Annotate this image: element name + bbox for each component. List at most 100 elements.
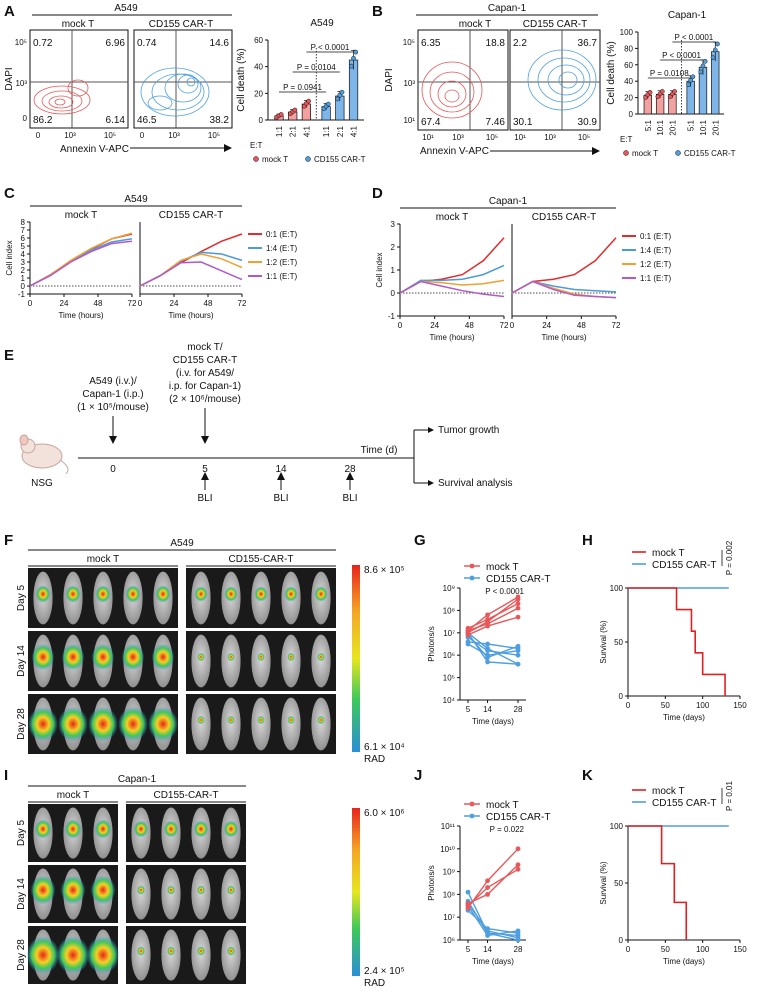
flow-a-ytick-3: 0 (23, 114, 28, 123)
img-day-label: Day 14 (16, 878, 27, 910)
flow-b-car-contours (527, 49, 597, 111)
surv-legend-mock-label: mock T (652, 548, 685, 559)
img-day-label: Day 28 (16, 939, 27, 971)
img-signal (58, 706, 88, 742)
img-signal (125, 585, 141, 603)
bli-point-mock (485, 878, 490, 884)
surv-ytick-label: 0 (619, 692, 624, 701)
flow-b-xlabel: Annexin V-APC (420, 146, 489, 157)
flow-b-ytick-3: 10¹ (403, 116, 415, 125)
bar-p-value: P < 0.0001 (674, 33, 713, 42)
img-signal (224, 586, 238, 602)
bli-xtick-label: 28 (514, 705, 523, 714)
scheme-mouse-label: NSG (31, 478, 53, 489)
line-xlabel: Time (hours) (429, 333, 474, 342)
legend-car-marker (305, 156, 311, 162)
scheme-branch-bottom-head (428, 480, 434, 486)
bar-ytick-label: 60 (254, 36, 263, 45)
bar-dot (306, 98, 311, 104)
bli-point-car (515, 928, 521, 934)
bli-point-mock (465, 628, 471, 633)
panel-label-a: A (4, 3, 15, 20)
bli-point-car (485, 648, 490, 654)
bli-xlabel: Time (days) (472, 957, 514, 966)
surv-xtick-label: 150 (733, 701, 747, 710)
img-day-label: Day 5 (16, 585, 27, 612)
surv-p-value: P = 0.002 (725, 540, 734, 575)
line-legend-label: 1:2 (E:T) (266, 258, 297, 267)
line-title: A549 (124, 194, 148, 205)
surv-ylabel: Survival (%) (599, 861, 608, 904)
img-group2: CD155-CAR-T (228, 554, 293, 565)
bar-dot (278, 112, 284, 117)
panel-label-i: I (4, 767, 8, 784)
img-signal (94, 819, 112, 839)
img-day-label: Day 5 (16, 820, 27, 847)
bli-legend-car-dot (469, 575, 475, 581)
bli-point-mock (515, 594, 521, 600)
bar-dot (702, 58, 708, 64)
surv-xtick-label: 100 (696, 945, 710, 954)
flow-panel-a: A549 mock T CD155 CAR-T 0.72 6.96 86.2 6… (4, 3, 233, 155)
bli-legend-car-label: CD155 CAR-T (486, 812, 550, 823)
img-day-label: Day 28 (16, 708, 27, 740)
flow-b-xarrow-head (592, 147, 600, 155)
line-ylabel: Cell index (375, 252, 384, 287)
flow-b-car-q3: 30.1 (513, 117, 533, 128)
scheme-branch-top-head (428, 427, 434, 433)
surv-legend-mock-label: mock T (652, 786, 685, 797)
flow-b-xtick-3: 10⁵ (486, 133, 498, 142)
imaging-panel-i: Capan-1 mock T CD155-CAR-T Day 5 Day 14 Day 2… (16, 774, 405, 989)
bli-point-car (485, 652, 490, 658)
line-xtick-label: 24 (60, 299, 69, 308)
bar-ytick-label: 40 (254, 63, 263, 72)
scheme-panel-e: NSG Tumor growth Survival analysis Time … (19, 342, 512, 504)
bar-category-label: 10:1 (699, 119, 708, 135)
flow-a-car-xtick-2: 10³ (168, 131, 180, 140)
line-xtick-label: 72 (238, 299, 247, 308)
bar-ytick-label: 80 (624, 44, 633, 53)
legend-mock-label: mock T (262, 155, 288, 164)
line-subtitle: mock T (436, 212, 469, 223)
flow-b-mock-q3: 67.4 (421, 117, 441, 128)
flow-b-car-q1: 2.2 (513, 38, 527, 49)
flow-b-car-xtick-1: 10¹ (514, 133, 526, 142)
img-colorbar-max: 6.0 × 10⁶ (364, 808, 405, 819)
scheme-tumor-arrow-head (109, 436, 117, 444)
bar-dot (659, 89, 665, 94)
img-signal (193, 820, 209, 838)
flow-b-car-xtick-2: 10³ (544, 133, 556, 142)
line-xtick-label: 24 (170, 299, 179, 308)
img-colorbar-unit: RAD (364, 754, 385, 765)
scheme-tcell-dose: (2 × 10⁶/mouse) (169, 394, 241, 405)
bli-legend-car-dot (469, 813, 475, 819)
flow-b-title: Capan-1 (488, 3, 527, 14)
img-title: A549 (170, 538, 194, 549)
legend-car-marker (675, 150, 681, 156)
img-signal (137, 885, 145, 895)
bli-point-mock (515, 605, 521, 611)
bar-category-label: 20:1 (711, 119, 720, 135)
flow-b-xtick-1: 10¹ (422, 133, 434, 142)
line-legend-label: 0:1 (E:T) (266, 230, 297, 239)
bli-xtick-label: 5 (466, 945, 471, 954)
bli-xlabel: Time (days) (472, 717, 514, 726)
img-colorbar-min: 2.4 × 10⁵ (364, 966, 405, 977)
panel-label-d: D (372, 185, 383, 202)
line-legend-label: 0:1 (E:T) (640, 232, 671, 241)
bar-dot (647, 89, 653, 95)
survival-plot-h: 0 50 100 0 50 100 150 Time (days) Survival (%) mo… (599, 540, 747, 722)
flow-a-car-contours (140, 67, 210, 117)
bar-category-label: 5:1 (644, 119, 653, 131)
line-ytick-label: 3 (391, 220, 396, 229)
flow-b-mock-q2: 18.8 (486, 38, 506, 49)
img-signal (86, 936, 120, 974)
scheme-bli-28: BLI (342, 493, 357, 504)
line-xtick-label: 48 (577, 321, 586, 330)
bli-point-car (465, 641, 471, 647)
line-legend-label: 1:1 (E:T) (640, 274, 671, 283)
bar-category-label: 10:1 (656, 119, 665, 135)
img-signal (257, 652, 265, 662)
img-signal (197, 715, 205, 725)
